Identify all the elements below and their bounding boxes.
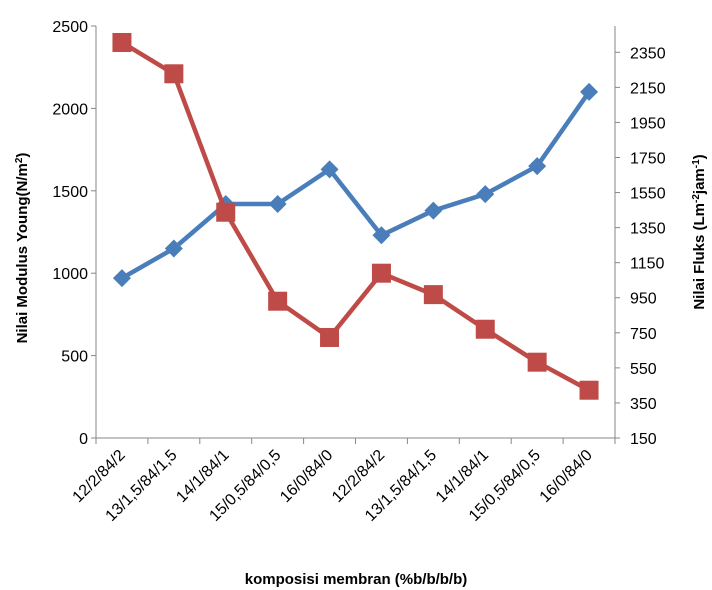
right-tick-label: 1550 [630,186,666,203]
series-2-point [216,202,236,222]
right-tick-label: 750 [630,326,657,343]
series-1 [112,82,599,288]
series-2 [112,32,599,400]
right-tick-label: 150 [630,431,657,448]
right-tick-label: 950 [630,291,657,308]
right-tick-label: 1350 [630,221,666,238]
series-2-point [268,291,288,311]
series-layer [112,32,599,400]
right-axis-ticks: 150 350 550 750 950 1150 1350 1550 1750 1950 2150 2… [615,45,666,448]
series-1-point [164,239,183,258]
axes [95,26,616,439]
right-tick-label: 350 [630,396,657,413]
series-1-line [120,90,591,281]
right-tick-label: 1750 [630,150,666,167]
left-tick-label: 1500 [52,184,88,201]
series-2-point [579,380,599,400]
series-1-point [372,226,391,245]
left-tick-label: 2000 [52,101,88,118]
series-1-point [112,269,131,288]
x-axis-title: komposisi membran (%b/b/b/b) [245,571,468,588]
left-tick-label: 500 [61,349,88,366]
x-axis-ticks: 12/2/84/213/1,5/84/1,514/1/84/115/0,5/84… [70,438,616,525]
right-tick-label: 1150 [630,256,665,273]
series-2-point [475,319,495,339]
right-axis-title: Nilai Fluks (Lm-2jam-1) [691,154,708,309]
x-tick-label: 16/0/84/0 [277,447,336,506]
right-tick-label: 1950 [630,115,666,132]
left-tick-label: 0 [79,431,88,448]
left-tick-label: 1000 [52,266,88,283]
series-1-point [528,157,547,176]
series-2-line [120,40,591,393]
series-2-point [320,327,340,347]
left-axis-title: Nilai Modulus Young(N/m2) [14,153,31,344]
series-2-point [112,32,132,52]
series-1-point [580,82,599,101]
series-1-point [320,160,339,179]
series-2-point [164,64,184,84]
right-tick-label: 2150 [630,80,666,97]
right-tick-label: 2350 [630,45,666,62]
left-axis-ticks: 0 500 1000 1500 2000 2500 [52,19,96,448]
x-tick-label: 16/0/84/0 [537,447,596,506]
left-tick-label: 2500 [52,19,88,36]
series-1-point [476,185,495,204]
series-2-point [527,352,547,372]
series-2-point [371,263,391,283]
series-1-point [424,201,443,220]
right-tick-label: 550 [630,361,657,378]
series-1-point [268,194,287,213]
series-2-point [423,285,443,305]
